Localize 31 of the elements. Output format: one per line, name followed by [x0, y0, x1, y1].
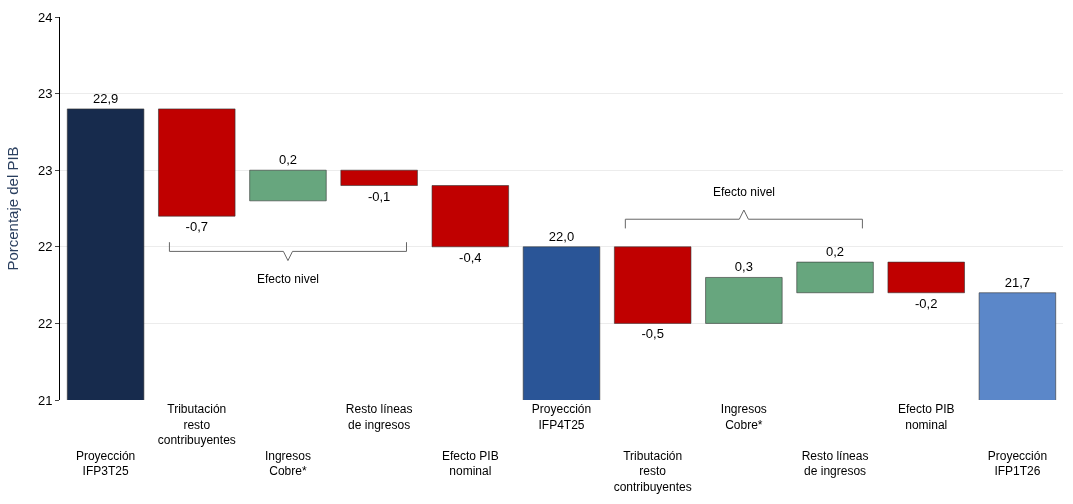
annotation: Efecto nivel — [257, 272, 320, 286]
data-label: -0,2 — [915, 295, 938, 311]
data-label: 0,2 — [278, 152, 297, 168]
y-tick-label: 23 — [37, 162, 53, 178]
data-label: -0,7 — [185, 219, 208, 235]
x-tick-label: Ingresos Cobre* — [720, 402, 767, 432]
x-tick-label: Tributación resto contribuyentes — [157, 402, 236, 448]
data-label: -0,1 — [367, 188, 391, 204]
x-tick-label: Ingresos Cobre* — [264, 448, 311, 479]
x-tick-label: Efecto PIB nominal — [441, 448, 499, 479]
data-label: 22,9 — [92, 90, 119, 106]
y-tick-label: 24 — [37, 9, 53, 25]
y-axis-title: Porcentaje del PIB — [4, 146, 22, 271]
y-tick-label: 22 — [37, 239, 53, 255]
data-label: -0,5 — [641, 326, 664, 342]
y-tick-label: 22 — [37, 315, 53, 331]
y-tick-label: 21 — [37, 392, 53, 408]
x-tick-label: Proyección IFP3T25 — [75, 448, 136, 479]
x-tick-label: Efecto PIB nominal — [897, 402, 955, 432]
data-label: 0,2 — [826, 244, 845, 260]
x-tick-label: Resto líneas de ingresos — [801, 448, 869, 479]
x-tick-label: Proyección IFP4T25 — [531, 402, 592, 432]
data-label: -0,4 — [459, 249, 482, 265]
annotation: Efecto nivel — [713, 185, 776, 199]
data-label: 0,3 — [734, 259, 753, 275]
x-tick-label: Resto líneas de ingresos — [345, 402, 413, 432]
y-tick-label: 23 — [37, 86, 53, 102]
data-label: 21,7 — [1004, 274, 1031, 290]
data-label: 22,0 — [548, 228, 575, 244]
x-tick-label: Proyección IFP1T26 — [987, 448, 1048, 479]
x-tick-label: Tributación resto contribuyentes — [613, 448, 692, 494]
